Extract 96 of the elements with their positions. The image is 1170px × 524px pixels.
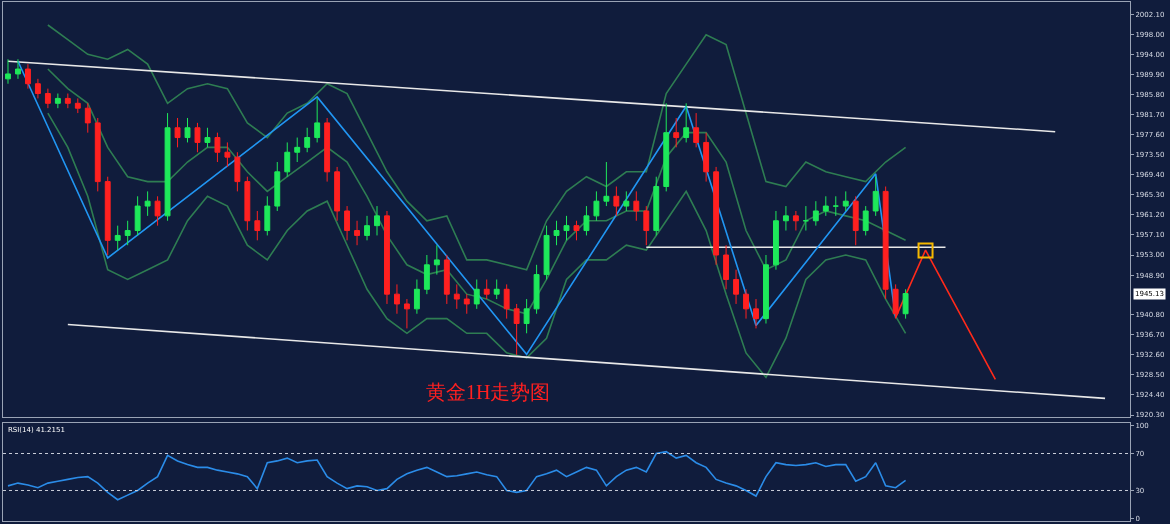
- candlestick: [763, 254, 769, 325]
- candlestick: [812, 200, 819, 227]
- candlestick: [433, 244, 440, 276]
- candlestick: [214, 132, 221, 163]
- candlestick: [94, 117, 101, 192]
- candlestick: [513, 303, 520, 356]
- candlestick: [832, 195, 839, 217]
- candlestick: [144, 190, 151, 217]
- candlestick: [483, 278, 490, 300]
- candlestick: [384, 210, 390, 305]
- candlestick: [334, 166, 341, 222]
- candlestick: [154, 195, 161, 227]
- candlestick: [394, 283, 400, 315]
- candlestick: [264, 195, 271, 236]
- candlestick: [723, 244, 730, 290]
- candlestick: [34, 78, 41, 99]
- candlestick: [603, 161, 610, 207]
- candlestick: [194, 122, 201, 153]
- candlestick: [673, 117, 680, 148]
- candlestick: [753, 298, 759, 329]
- candlestick: [284, 141, 291, 178]
- candlestick: [15, 58, 21, 80]
- candlestick: [703, 132, 710, 183]
- candlestick: [782, 205, 789, 232]
- candlestick: [5, 58, 11, 85]
- candlestick: [633, 190, 640, 222]
- line-series: [7, 450, 907, 501]
- candlestick: [74, 97, 81, 114]
- candlestick: [294, 137, 301, 163]
- candlestick: [244, 176, 251, 232]
- candlestick: [523, 298, 530, 334]
- candlestick: [573, 220, 580, 241]
- candlestick: [274, 161, 281, 212]
- annotation: 黄金1H走势图: [426, 381, 551, 403]
- candlestick: [902, 288, 909, 320]
- candlestick: [822, 195, 829, 217]
- candlestick: [184, 117, 191, 143]
- candlestick: [593, 190, 600, 222]
- candlestick: [114, 225, 121, 251]
- candlestick: [643, 205, 650, 246]
- candlestick: [713, 166, 720, 266]
- candlestick: [174, 117, 181, 148]
- candlestick: [563, 215, 570, 241]
- candlestick: [84, 102, 91, 134]
- candlestick: [693, 112, 700, 148]
- candlestick: [453, 283, 460, 310]
- candlestick: [623, 190, 630, 212]
- candlestick: [314, 97, 321, 143]
- candlestick: [254, 210, 261, 241]
- candlestick: [802, 205, 809, 232]
- candlestick: [842, 190, 849, 212]
- candlestick: [503, 283, 510, 320]
- candlestick: [104, 176, 111, 256]
- candlestick: [862, 205, 869, 236]
- candlestick: [224, 141, 231, 168]
- candlestick: [304, 127, 311, 153]
- line-series: [17, 60, 897, 356]
- candlestick: [743, 288, 749, 320]
- candlestick: [653, 176, 660, 236]
- candlestick: [683, 102, 690, 143]
- candlestick: [134, 195, 141, 236]
- candlestick: [374, 205, 380, 236]
- candlestick: [463, 293, 470, 315]
- candlestick: [733, 269, 739, 305]
- candlestick: [473, 278, 480, 310]
- candlestick: [663, 102, 670, 192]
- candlestick: [553, 220, 560, 246]
- candlestick: [443, 254, 450, 305]
- line-series: [47, 68, 907, 315]
- line-series: [47, 24, 907, 271]
- candlestick: [24, 63, 31, 90]
- candlestick: [583, 205, 590, 236]
- candlestick: [124, 220, 131, 246]
- candlestick: [533, 264, 540, 315]
- candlestick: [872, 176, 879, 217]
- candlestick: [234, 151, 241, 192]
- candlestick: [44, 88, 51, 109]
- candlestick: [773, 210, 779, 271]
- candlestick: [543, 225, 550, 280]
- candlestick: [354, 220, 360, 246]
- candlestick: [403, 298, 410, 329]
- candlestick: [324, 117, 331, 183]
- line-series: [47, 112, 907, 379]
- candlestick: [493, 278, 500, 300]
- candlestick: [413, 278, 420, 315]
- candlestick: [54, 93, 61, 109]
- candlestick: [204, 127, 211, 148]
- candlestick: [164, 112, 171, 222]
- candlestick: [882, 186, 889, 300]
- candlestick: [792, 210, 799, 232]
- candlestick: [364, 215, 370, 241]
- candlestick: [613, 186, 620, 217]
- candlestick: [64, 93, 71, 109]
- candlestick: [852, 195, 859, 246]
- candlestick: [344, 205, 351, 241]
- candlestick: [423, 254, 430, 295]
